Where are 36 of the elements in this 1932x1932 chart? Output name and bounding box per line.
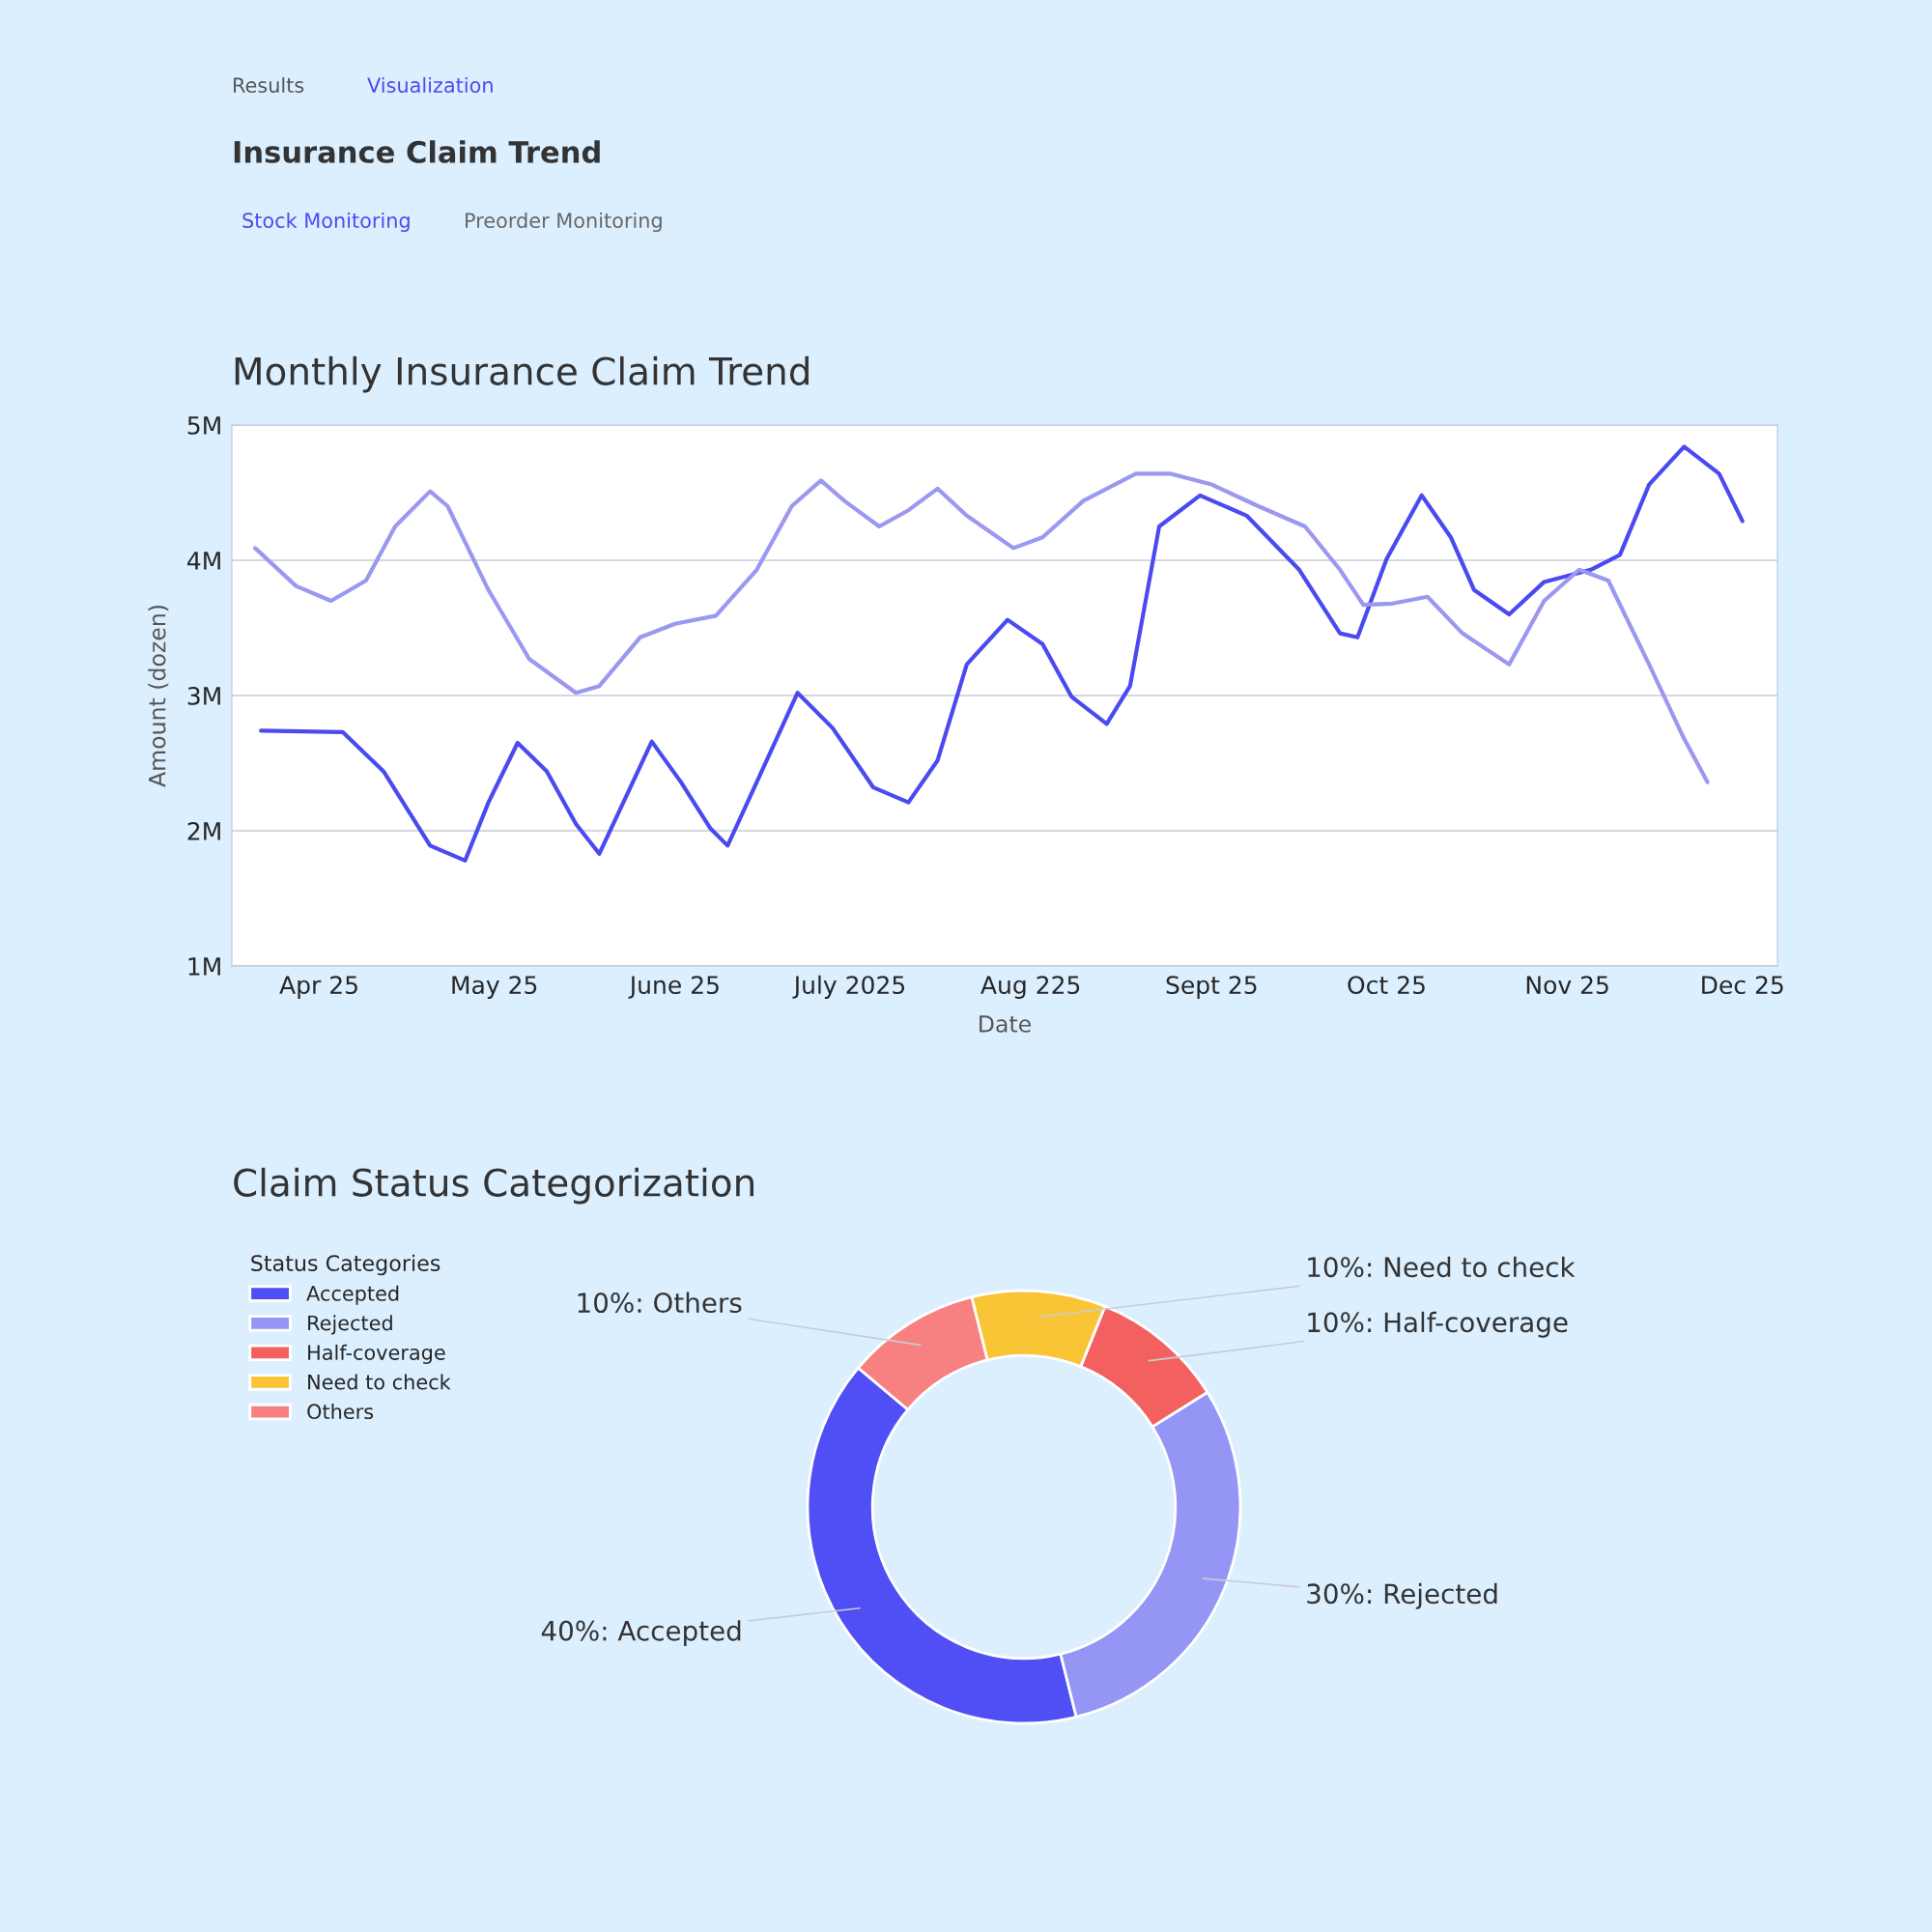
text: Preorder Monitoring bbox=[466, 212, 662, 233]
legend-title: Status Categories bbox=[251, 1254, 440, 1276]
data-label: 10%: Half-coverage bbox=[1308, 1311, 1568, 1338]
x-tick-label: Nov 25 bbox=[1526, 976, 1608, 995]
y-tick-label: 5M bbox=[187, 416, 220, 435]
x-tick-label: May 25 bbox=[452, 976, 537, 999]
x-tick-label: Oct 25 bbox=[1348, 976, 1425, 995]
x-tick-label: Dec 25 bbox=[1702, 976, 1783, 995]
x-tick-label: Sept 25 bbox=[1166, 976, 1257, 999]
y-tick-label: 1M bbox=[188, 957, 220, 976]
data-label: 10%: Need to check bbox=[1308, 1256, 1576, 1278]
legend-label: Need to check bbox=[308, 1374, 451, 1390]
text: Visualization bbox=[367, 76, 493, 94]
text: Stock Monitoring bbox=[242, 212, 410, 233]
x-tick-label: Apr 25 bbox=[279, 976, 357, 999]
data-label: 40%: Accepted bbox=[541, 1620, 741, 1647]
data-label: 30%: Rejected bbox=[1307, 1582, 1497, 1609]
legend-label: Half-coverage bbox=[308, 1344, 445, 1364]
y-tick-label: 4M bbox=[187, 552, 220, 570]
chart-title: Monthly Insurance Claim Trend bbox=[235, 355, 809, 393]
legend-label: Others bbox=[307, 1403, 374, 1420]
x-axis-title: Date bbox=[980, 1015, 1031, 1033]
x-tick-label: Aug 225 bbox=[980, 976, 1080, 999]
text: Insurance Claim Trend bbox=[234, 140, 600, 163]
legend-label: Rejected bbox=[308, 1315, 392, 1335]
line-series bbox=[253, 471, 1710, 784]
x-tick-label: July 2025 bbox=[792, 975, 905, 999]
text: Results bbox=[234, 76, 304, 94]
y-tick-label: 2M bbox=[187, 821, 220, 840]
chart-title: Claim Status Categorization bbox=[234, 1167, 753, 1205]
data-label: 10%: Others bbox=[578, 1292, 742, 1314]
legend-label: Accepted bbox=[306, 1285, 399, 1305]
x-tick-label: June 25 bbox=[628, 976, 719, 999]
y-axis-title: Amount (dozen) bbox=[148, 606, 169, 787]
y-tick-label: 3M bbox=[187, 686, 220, 705]
line-series bbox=[259, 444, 1745, 863]
